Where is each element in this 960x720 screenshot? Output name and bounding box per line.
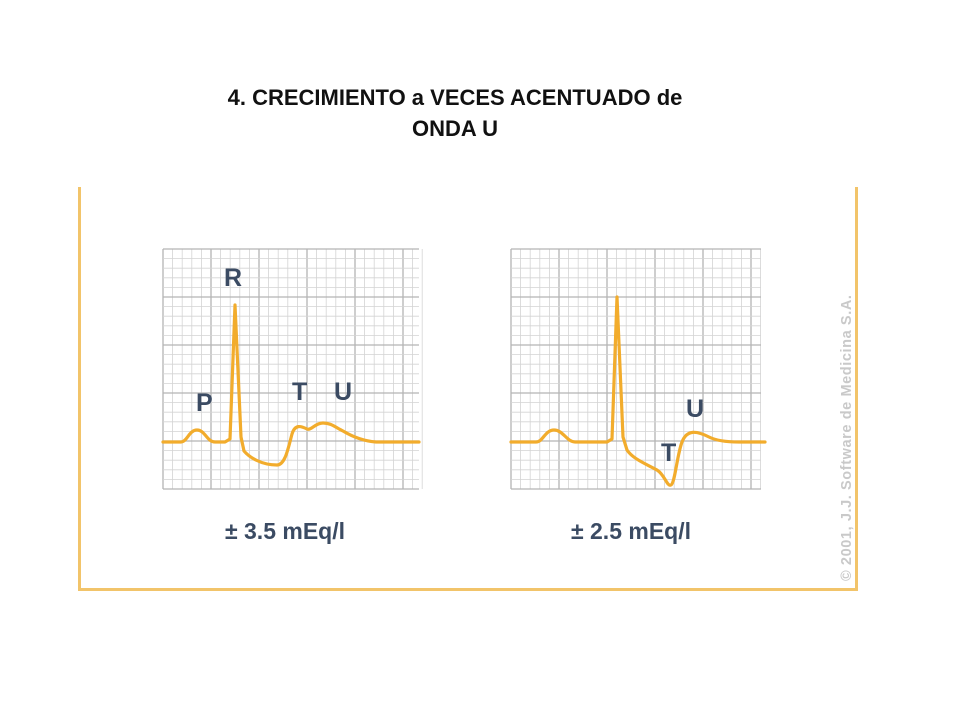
concentration-label-left: ± 3.5 mEq/l [225, 518, 345, 544]
ecg-panel-right: U T ± 2.5 mEq/l [509, 248, 767, 544]
wave-label-p: P [196, 389, 213, 417]
slide-title: 4. CRECIMIENTO a VECES ACENTUADO de ONDA… [150, 82, 760, 144]
slide-title-line-2: ONDA U [412, 116, 498, 141]
ecg-figure-frame: R P T U ± 3.5 mEq/l U T ± 2.5 mEq/l © 20… [78, 187, 858, 591]
ecg-figure: R P T U ± 3.5 mEq/l U T ± 2.5 mEq/l © 20… [161, 248, 855, 581]
wave-label-t: T [292, 378, 307, 406]
ecg-trace-right [509, 295, 767, 487]
copyright-text: © 2001, J.J. Software de Medicina S.A. [839, 294, 855, 581]
wave-label-u: U [686, 395, 704, 423]
ecg-trace-left [161, 303, 421, 467]
concentration-label-right: ± 2.5 mEq/l [571, 518, 691, 544]
ecg-grid-right [510, 248, 761, 490]
slide-title-line-1: 4. CRECIMIENTO a VECES ACENTUADO de [227, 85, 683, 110]
wave-label-u: U [334, 378, 352, 406]
ecg-grid-left [162, 248, 423, 490]
wave-label-r: R [224, 264, 242, 292]
ecg-panel-left: R P T U ± 3.5 mEq/l [161, 248, 423, 544]
wave-label-t: T [661, 439, 676, 467]
